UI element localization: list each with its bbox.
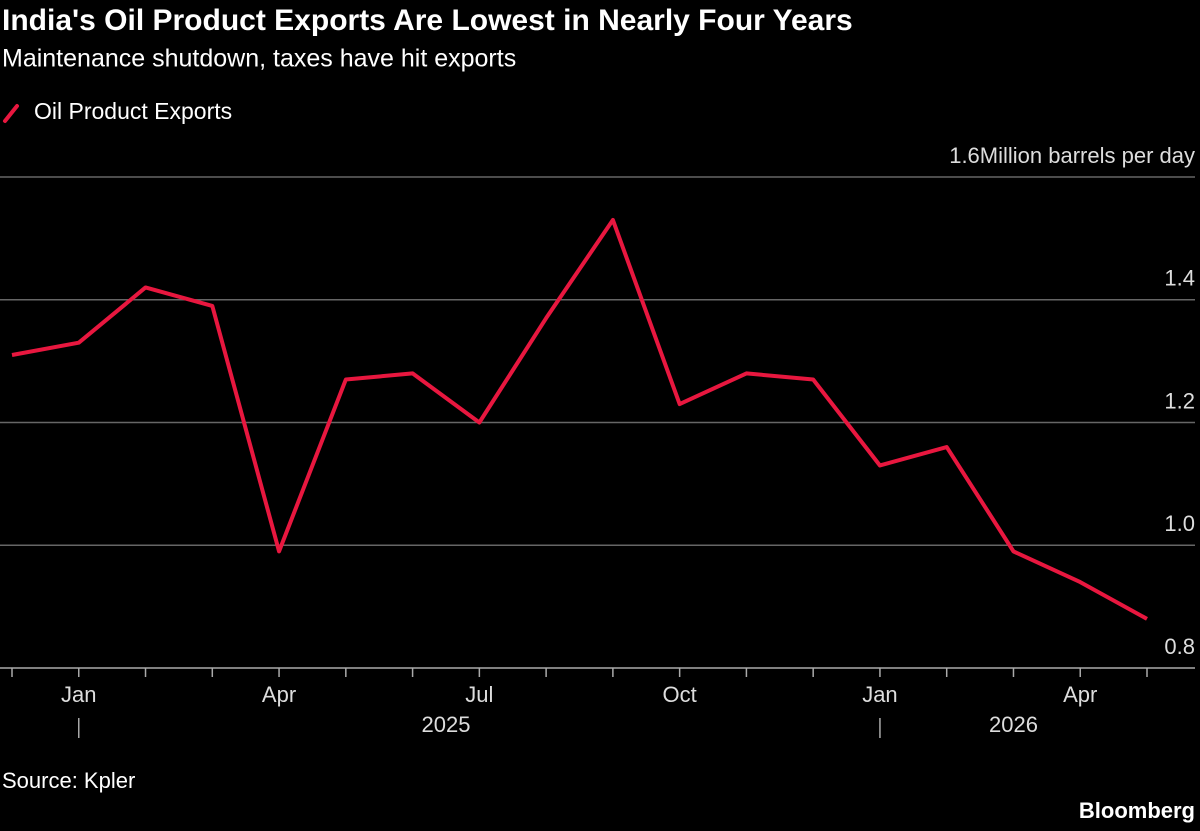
y-tick-label: 0.8 [1164, 634, 1195, 659]
year-label: 2025 [421, 712, 470, 737]
legend-swatch [3, 104, 19, 123]
brand: Bloomberg [1079, 798, 1195, 823]
chart-subtitle: Maintenance shutdown, taxes have hit exp… [2, 45, 516, 73]
y-tick-label: 1.0 [1164, 511, 1195, 536]
x-tick-label: Jul [465, 682, 493, 707]
y-unit: Million barrels per day [980, 143, 1195, 168]
x-tick-label: Oct [663, 682, 697, 707]
x-tick-label: Jan [862, 682, 897, 707]
y-tick-label: 1.6 [949, 143, 980, 168]
y-tick-label: 1.4 [1164, 266, 1195, 291]
year-label: 2026 [989, 712, 1038, 737]
legend-label: Oil Product Exports [34, 98, 232, 124]
x-tick-label: Apr [262, 682, 296, 707]
x-tick-label: Jan [61, 682, 96, 707]
series-line [11, 217, 1148, 621]
source: Source: Kpler [2, 768, 135, 793]
y-tick-label: 1.2 [1164, 388, 1195, 413]
x-tick-label: Apr [1063, 682, 1097, 707]
chart-title: India's Oil Product Exports Are Lowest i… [2, 4, 853, 37]
